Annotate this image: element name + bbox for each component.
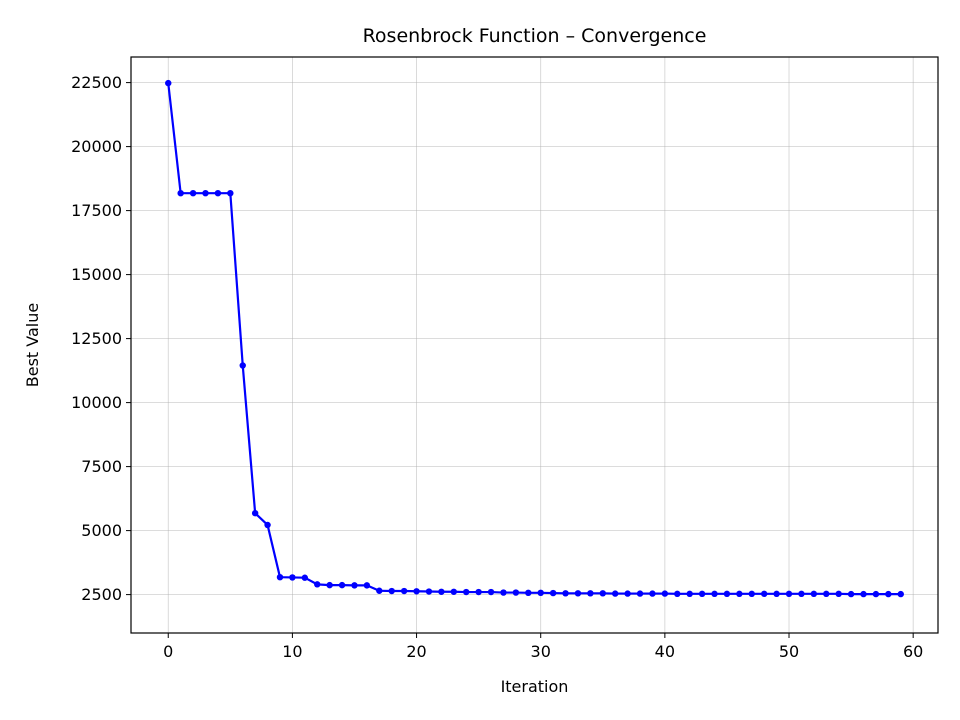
data-point (189, 189, 197, 197)
data-point (785, 590, 793, 598)
y-tick-label: 20000 (71, 137, 122, 156)
data-point (351, 582, 358, 589)
data-point (376, 587, 383, 594)
data-point (661, 590, 669, 597)
y-tick-label: 12500 (71, 329, 122, 348)
data-point (760, 590, 768, 598)
data-point (425, 588, 433, 595)
data-point (537, 589, 544, 597)
data-point (202, 189, 209, 197)
data-point (698, 590, 706, 598)
x-tick-label: 0 (163, 642, 173, 661)
x-tick-label: 50 (779, 642, 799, 661)
y-tick-label: 22500 (71, 73, 122, 92)
data-point (897, 590, 904, 598)
tick-layer: 0 10 20 30 40 50 60 2500 5000 7500 10000 12500 15000… (71, 73, 923, 661)
data-point (549, 589, 557, 597)
data-point (413, 588, 420, 595)
y-tick-label: 2500 (81, 585, 122, 604)
data-point (823, 590, 830, 598)
data-point (500, 589, 507, 596)
data-point (177, 189, 184, 197)
x-tick-label: 10 (282, 642, 302, 661)
y-tick-label: 5000 (81, 521, 122, 540)
data-point (214, 189, 222, 197)
data-point (562, 590, 569, 597)
data-point (487, 588, 495, 596)
data-point (239, 362, 246, 369)
data-point (475, 588, 482, 596)
data-point (872, 590, 880, 598)
data-point (264, 521, 271, 529)
data-point (686, 590, 693, 598)
data-point (636, 590, 644, 597)
data-point (736, 590, 743, 598)
data-point (674, 590, 681, 598)
series-layer (165, 79, 904, 598)
y-tick-label: 15000 (71, 265, 122, 284)
x-tick-label: 30 (531, 642, 551, 661)
data-point (338, 581, 346, 589)
data-point (860, 590, 867, 598)
x-axis-label: Iteration (501, 677, 569, 696)
y-tick-label: 7500 (81, 457, 122, 476)
data-point (301, 574, 309, 581)
data-point (388, 587, 395, 595)
plot-frame (130, 56, 939, 634)
chart-title: Rosenbrock Function – Convergence (363, 25, 707, 47)
data-point (798, 590, 805, 598)
data-point (326, 581, 333, 589)
data-point (748, 590, 755, 598)
data-point (165, 79, 172, 87)
x-tick-label: 40 (655, 642, 675, 661)
x-tick-label: 60 (903, 642, 923, 661)
data-point (512, 589, 520, 596)
data-point (649, 590, 656, 597)
y-tick-label: 17500 (71, 201, 122, 220)
data-point (363, 582, 371, 589)
data-point (400, 587, 408, 595)
grid-layer (131, 57, 938, 633)
data-point (599, 590, 606, 597)
data-point (574, 590, 582, 597)
y-tick-label: 10000 (71, 393, 122, 412)
y-axis-label: Best Value (23, 303, 42, 387)
data-point (711, 590, 718, 598)
data-point (847, 590, 855, 598)
x-tick-label: 20 (406, 642, 426, 661)
data-point (314, 581, 321, 588)
data-point (289, 574, 296, 581)
data-point (251, 509, 259, 517)
data-point (438, 588, 445, 595)
data-point (612, 590, 619, 597)
data-point (835, 590, 842, 598)
data-point (463, 588, 470, 596)
data-point (723, 590, 731, 598)
data-point (587, 590, 594, 597)
data-point (450, 588, 457, 595)
data-point (227, 189, 234, 197)
data-point (810, 590, 818, 598)
data-point (525, 589, 532, 597)
data-point (624, 590, 631, 597)
data-point (773, 590, 780, 598)
data-point (885, 590, 892, 598)
data-point (276, 573, 284, 581)
